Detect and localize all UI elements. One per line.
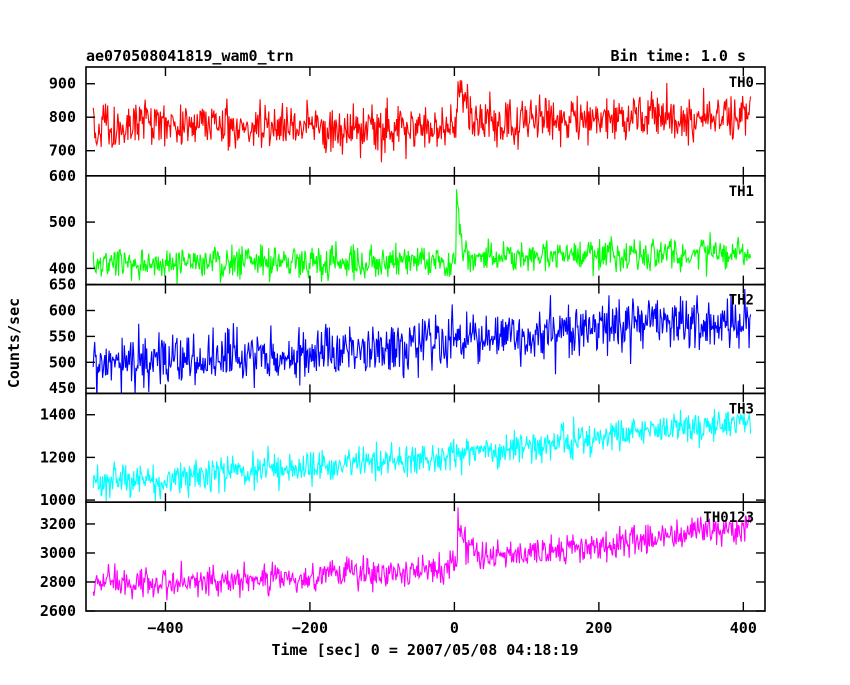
y-tick-label: 1000 bbox=[40, 491, 76, 509]
panel-frame bbox=[85, 283, 766, 395]
y-tick-label: 1400 bbox=[40, 406, 76, 424]
series-line-th3 bbox=[92, 408, 752, 502]
y-tick-label: 800 bbox=[49, 108, 76, 126]
x-tick-label: 0 bbox=[450, 619, 459, 637]
y-tick-label: 600 bbox=[49, 302, 76, 320]
y-tick-label: 900 bbox=[49, 75, 76, 93]
panel-th3: TH3 1000 1200 1400 bbox=[40, 392, 766, 509]
y-axis-label: Counts/sec bbox=[5, 298, 23, 388]
y-tick-label: 3200 bbox=[40, 515, 76, 533]
bin-time-label: Bin time: 1.0 s bbox=[611, 47, 746, 65]
panel-th2: TH2 450 500 550 600 650 bbox=[49, 276, 766, 397]
y-tick-label: 650 bbox=[49, 276, 76, 294]
panel-label-th0: TH0 bbox=[729, 75, 754, 91]
series-line-th0 bbox=[92, 80, 752, 163]
y-tick-label: 450 bbox=[49, 379, 76, 397]
y-tick-label: 3000 bbox=[40, 544, 76, 562]
x-tick-label: 400 bbox=[730, 619, 757, 637]
y-tick-label: 600 bbox=[49, 167, 76, 185]
y-tick-label: 550 bbox=[49, 327, 76, 345]
y-tick-label: 500 bbox=[49, 353, 76, 371]
panels-layer: TH0 700 800 900 TH1 400 500 600 TH2 450 500 550 600 6… bbox=[40, 66, 766, 637]
y-tick-label: 500 bbox=[49, 213, 76, 231]
y-tick-label: 2800 bbox=[40, 573, 76, 591]
panel-frame bbox=[85, 501, 766, 612]
y-tick-label: 700 bbox=[49, 142, 76, 160]
y-tick-label: 400 bbox=[49, 259, 76, 277]
panel-th0: TH0 700 800 900 bbox=[49, 66, 766, 177]
panel-label-th3: TH3 bbox=[729, 401, 754, 417]
panel-label-th0123: TH0123 bbox=[703, 510, 754, 526]
panel-label-th1: TH1 bbox=[729, 184, 754, 200]
panel-th0123: TH0123 2600 2800 3000 3200 bbox=[40, 501, 766, 620]
panel-th1: TH1 400 500 600 bbox=[49, 167, 766, 286]
series-line-th0123 bbox=[92, 507, 752, 601]
chart-title: ae070508041819_wam0_trn bbox=[86, 47, 294, 65]
x-tick-label: −400 bbox=[147, 619, 183, 637]
series-line-th1 bbox=[92, 189, 752, 285]
y-tick-label: 1200 bbox=[40, 448, 76, 466]
series-line-th2 bbox=[92, 288, 752, 394]
y-tick-label: 2600 bbox=[40, 602, 76, 620]
x-tick-label: 200 bbox=[585, 619, 612, 637]
x-axis-label: Time [sec] 0 = 2007/05/08 04:18:19 bbox=[271, 641, 578, 659]
panel-label-th2: TH2 bbox=[729, 293, 754, 309]
x-tick-label: −200 bbox=[292, 619, 328, 637]
